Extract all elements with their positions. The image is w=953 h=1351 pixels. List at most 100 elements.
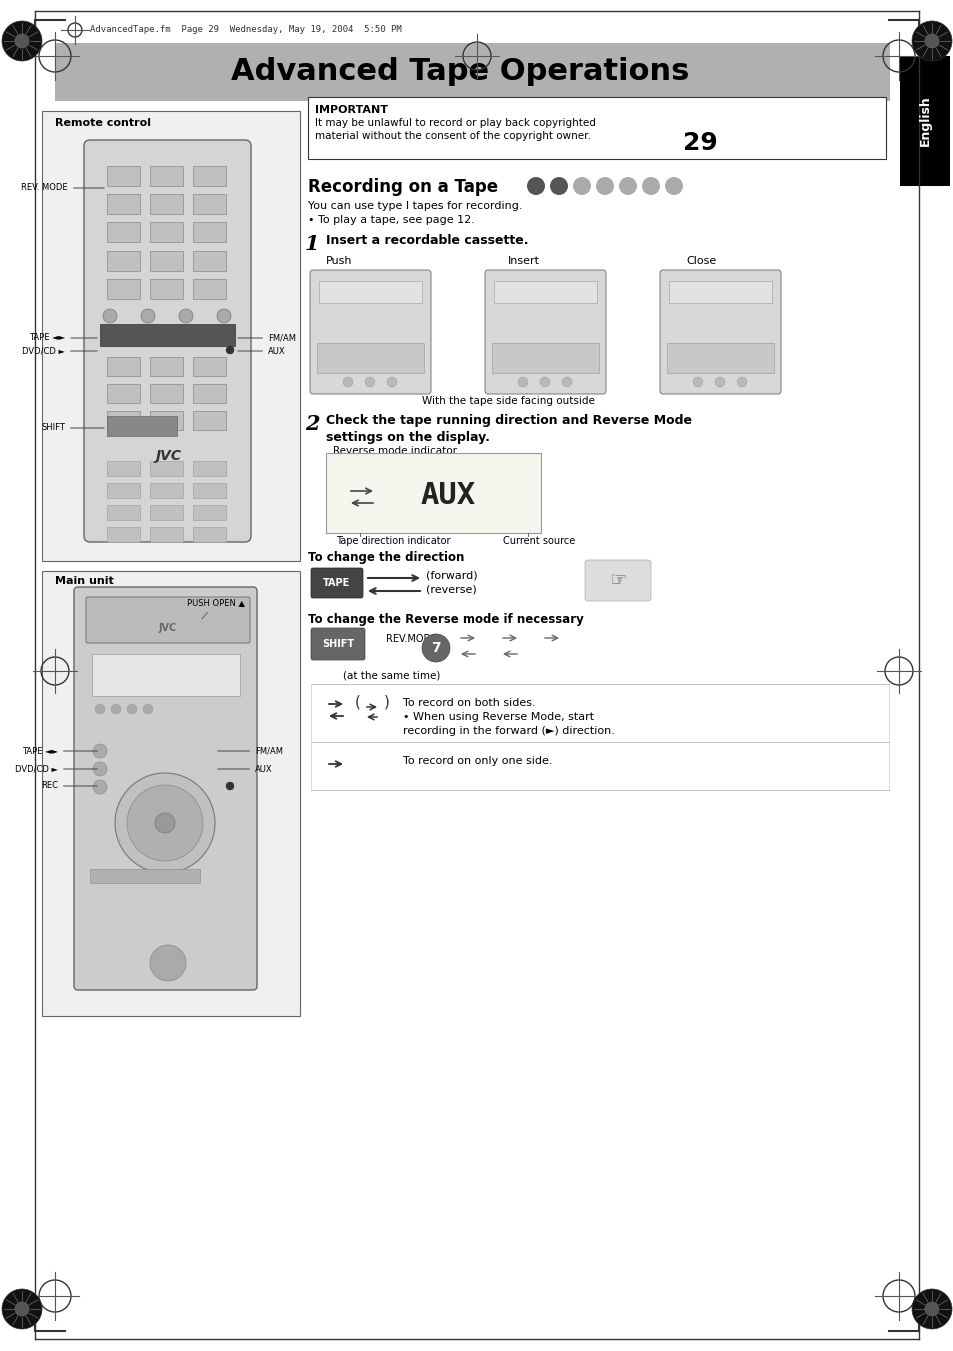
Bar (193, 222, 226, 242)
Bar (150, 195, 183, 213)
Text: 7: 7 (431, 640, 440, 655)
Bar (150, 384, 183, 403)
Circle shape (141, 309, 154, 323)
Text: (: ( (355, 694, 360, 709)
Circle shape (103, 309, 117, 323)
Bar (318, 281, 421, 303)
Bar (150, 280, 183, 299)
Circle shape (924, 1302, 938, 1316)
Bar (311, 742, 888, 790)
Circle shape (142, 332, 153, 345)
Circle shape (387, 377, 396, 386)
Bar (100, 324, 234, 346)
Text: SHIFT: SHIFT (321, 639, 354, 648)
Text: Close: Close (685, 255, 716, 266)
Circle shape (550, 177, 567, 195)
Circle shape (641, 177, 659, 195)
Text: 1: 1 (305, 234, 319, 254)
Circle shape (92, 762, 107, 775)
Circle shape (714, 377, 724, 386)
FancyBboxPatch shape (86, 597, 250, 643)
Bar (90, 869, 200, 884)
Text: To change the direction: To change the direction (308, 551, 464, 563)
Bar (150, 357, 183, 376)
Bar (107, 416, 177, 436)
Bar (308, 97, 885, 159)
Bar (91, 654, 240, 696)
Circle shape (92, 744, 107, 758)
Text: Recording on a Tape: Recording on a Tape (308, 178, 497, 196)
Text: recording in the forward (►) direction.: recording in the forward (►) direction. (402, 725, 615, 736)
Text: Main unit: Main unit (55, 576, 113, 586)
Bar (107, 411, 140, 430)
Text: Advanced Tape Operations: Advanced Tape Operations (231, 58, 688, 86)
Circle shape (596, 177, 614, 195)
Circle shape (421, 634, 450, 662)
Circle shape (154, 813, 174, 834)
Circle shape (692, 377, 702, 386)
Bar (899, 55, 949, 186)
Text: (at the same time): (at the same time) (343, 670, 440, 680)
Text: Remote control: Remote control (55, 118, 151, 128)
Text: PUSH OPEN ▲: PUSH OPEN ▲ (187, 598, 245, 619)
Bar (326, 453, 540, 534)
Bar (55, 43, 889, 101)
Circle shape (517, 377, 527, 386)
Text: AUX: AUX (420, 481, 475, 511)
Text: You can use type I tapes for recording.: You can use type I tapes for recording. (308, 201, 522, 211)
Text: It may be unlawful to record or play back copyrighted
material without the conse: It may be unlawful to record or play bac… (314, 118, 596, 142)
FancyBboxPatch shape (311, 628, 365, 661)
Text: • When using Reverse Mode, start: • When using Reverse Mode, start (402, 712, 594, 721)
Text: English: English (918, 96, 930, 146)
Bar (107, 280, 140, 299)
Bar (150, 411, 183, 430)
Text: TAPE: TAPE (323, 578, 351, 588)
Circle shape (143, 704, 152, 713)
Circle shape (127, 704, 137, 713)
Bar (42, 111, 299, 561)
Bar (193, 384, 226, 403)
Circle shape (539, 377, 550, 386)
FancyBboxPatch shape (74, 586, 256, 990)
Circle shape (573, 177, 590, 195)
Bar (193, 280, 226, 299)
Text: Push: Push (326, 255, 352, 266)
Bar (193, 505, 226, 520)
Text: AUX: AUX (237, 346, 285, 355)
Circle shape (15, 1302, 29, 1316)
Circle shape (365, 377, 375, 386)
Text: SHIFT: SHIFT (41, 423, 104, 432)
Bar (150, 461, 183, 476)
Bar (150, 484, 183, 499)
Bar (492, 343, 598, 373)
Circle shape (92, 780, 107, 794)
Bar (150, 505, 183, 520)
Bar (193, 411, 226, 430)
Circle shape (343, 377, 353, 386)
Bar (193, 461, 226, 476)
Bar (150, 222, 183, 242)
Circle shape (618, 177, 637, 195)
Text: Insert: Insert (507, 255, 539, 266)
Bar (494, 281, 597, 303)
Bar (150, 166, 183, 186)
FancyBboxPatch shape (310, 270, 431, 394)
Bar (193, 251, 226, 272)
Text: JVC: JVC (159, 623, 177, 634)
Text: TAPE ◄►: TAPE ◄► (29, 334, 97, 343)
Text: With the tape side facing outside: With the tape side facing outside (421, 396, 594, 407)
FancyBboxPatch shape (311, 567, 363, 598)
Text: To record on both sides.: To record on both sides. (402, 698, 535, 708)
FancyBboxPatch shape (659, 270, 781, 394)
Circle shape (150, 944, 186, 981)
Text: 29: 29 (682, 131, 717, 155)
Text: • To play a tape, see page 12.: • To play a tape, see page 12. (308, 215, 475, 226)
Text: Insert a recordable cassette.: Insert a recordable cassette. (326, 234, 528, 247)
Text: Check the tape running direction and Reverse Mode
settings on the display.: Check the tape running direction and Rev… (326, 413, 691, 444)
Text: JVC: JVC (154, 449, 181, 463)
Text: TAPE ◄►: TAPE ◄► (22, 747, 97, 755)
Text: DVD/CD ►: DVD/CD ► (15, 765, 97, 774)
Circle shape (216, 309, 231, 323)
FancyBboxPatch shape (484, 270, 605, 394)
Circle shape (526, 177, 544, 195)
